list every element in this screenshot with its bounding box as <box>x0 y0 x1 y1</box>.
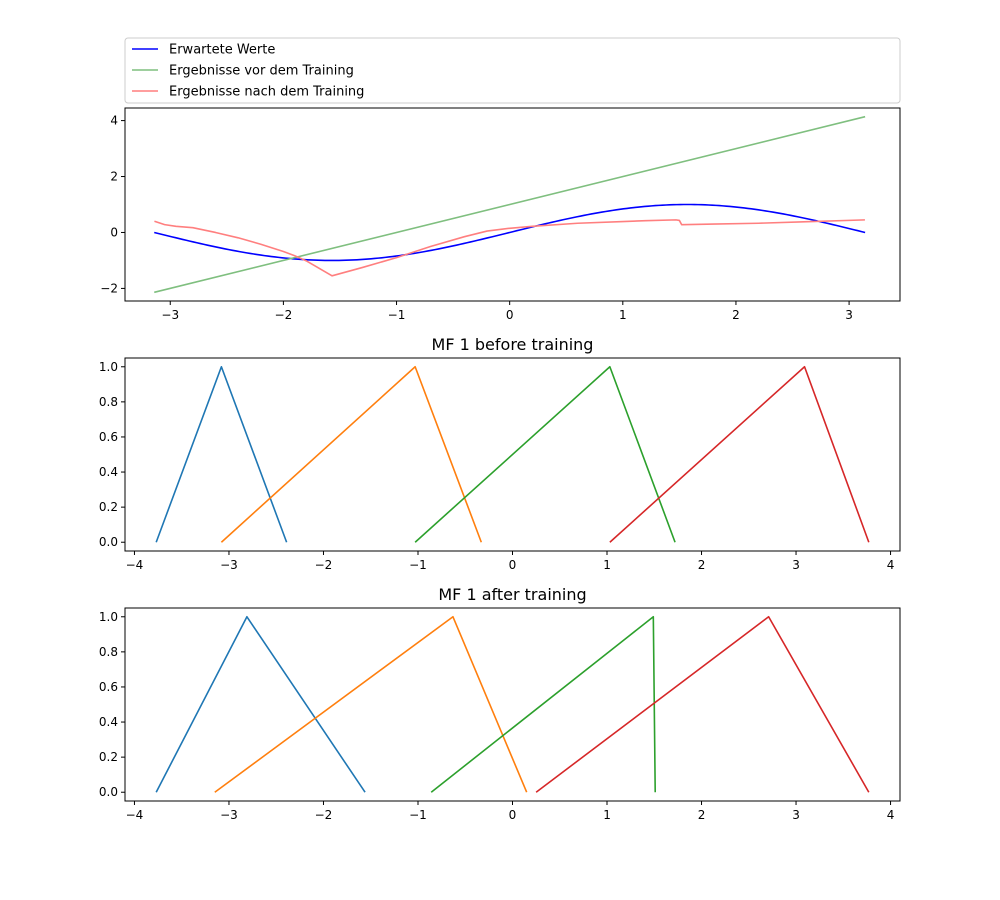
y-tick-label: 0 <box>110 225 118 239</box>
x-tick-label: −3 <box>220 808 238 822</box>
x-tick-label: 0 <box>509 558 517 572</box>
series-line-3 <box>154 219 865 277</box>
chart-title: MF 1 before training <box>432 335 594 354</box>
x-tick-label: −4 <box>126 808 144 822</box>
x-tick-label: 0 <box>506 308 514 322</box>
y-tick-label: 1.0 <box>99 610 118 624</box>
x-tick-label: −2 <box>275 308 293 322</box>
x-tick-label: −3 <box>161 308 179 322</box>
chart-title: MF 1 after training <box>438 585 586 604</box>
legend-label: Ergebnisse nach dem Training <box>169 85 364 100</box>
axes-frame <box>124 107 901 302</box>
x-tick-label: −3 <box>220 558 238 572</box>
x-tick-label: 2 <box>698 558 706 572</box>
x-tick-label: 2 <box>698 808 706 822</box>
series-line-1 <box>154 203 866 262</box>
x-tick-label: 4 <box>887 808 895 822</box>
legend-box <box>124 37 901 104</box>
series-line-2 <box>154 115 866 294</box>
y-tick-label: 0.0 <box>99 535 118 549</box>
y-tick-label: 0.8 <box>99 395 118 409</box>
x-tick-label: 1 <box>603 558 611 572</box>
series-line-1 <box>155 615 366 793</box>
y-tick-label: 0.0 <box>99 785 118 799</box>
y-tick-label: 4 <box>110 114 118 128</box>
series-line-2 <box>214 615 528 793</box>
x-tick-label: −4 <box>126 558 144 572</box>
x-tick-label: 0 <box>509 808 517 822</box>
y-tick-label: 1.0 <box>99 360 118 374</box>
x-tick-label: 3 <box>845 308 853 322</box>
x-tick-label: 4 <box>887 558 895 572</box>
series-line-3 <box>414 365 676 543</box>
series-line-2 <box>220 365 483 543</box>
y-tick-label: 0.6 <box>99 430 118 444</box>
x-tick-label: 3 <box>792 558 800 572</box>
y-tick-label: 0.2 <box>99 500 118 514</box>
chart-panel-2: −4 −3 −2 −1 0 1 2 3 4 0.0 0.2 0.4 0.6 0.8 1.0 MF 1 befo… <box>99 335 901 572</box>
legend-label: Ergebnisse vor dem Training <box>169 64 354 79</box>
x-tick-label: −2 <box>315 558 333 572</box>
x-tick-label: −1 <box>388 308 406 322</box>
legend: Erwartete Werte Ergebnisse vor dem Traini… <box>124 37 901 104</box>
series-line-4 <box>535 615 870 793</box>
series-line-4 <box>609 365 870 543</box>
x-tick-label: −1 <box>409 808 427 822</box>
y-tick-label: 0.6 <box>99 680 118 694</box>
y-tick-label: 0.4 <box>99 465 118 479</box>
y-tick-label: 0.2 <box>99 750 118 764</box>
y-tick-label: 0.8 <box>99 645 118 659</box>
series-line-1 <box>155 365 288 543</box>
y-tick-label: 2 <box>110 170 118 184</box>
series-line-3 <box>430 615 657 793</box>
chart-panel-3: −4 −3 −2 −1 0 1 2 3 4 0.0 0.2 0.4 0.6 0.8 1.0 MF 1 afte… <box>99 585 901 822</box>
y-tick-label: 0.4 <box>99 715 118 729</box>
x-tick-label: 1 <box>619 308 627 322</box>
x-tick-label: −1 <box>409 558 427 572</box>
x-tick-label: −2 <box>315 808 333 822</box>
x-tick-label: 2 <box>732 308 740 322</box>
x-tick-label: 3 <box>792 808 800 822</box>
y-tick-label: −2 <box>100 281 118 295</box>
legend-label: Erwartete Werte <box>169 43 275 58</box>
x-tick-label: 1 <box>603 808 611 822</box>
chart-panel-1: −3 −2 −1 0 1 2 3 −2 0 2 4 Erwartete Werte Ergebnisse… <box>100 37 901 322</box>
